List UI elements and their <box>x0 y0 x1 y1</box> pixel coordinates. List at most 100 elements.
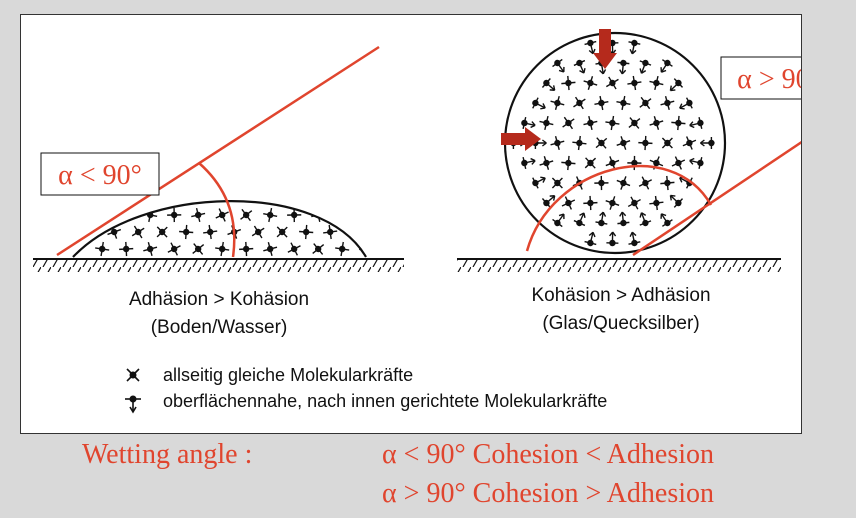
molecule <box>584 116 598 130</box>
molecule <box>650 76 664 90</box>
molecule <box>562 197 575 210</box>
molecule <box>650 116 664 130</box>
molecule <box>179 225 193 239</box>
surface-molecule <box>551 57 569 76</box>
left-droplet-molecules <box>83 208 373 256</box>
molecule <box>313 244 324 255</box>
molecule <box>616 96 630 110</box>
surface-molecule <box>688 155 705 170</box>
molecule <box>594 176 608 190</box>
molecule <box>627 76 641 90</box>
right-angle-box: α > 90° <box>721 57 801 99</box>
left-caption-line1: Adhäsion > Kohäsion <box>129 289 309 310</box>
right-ground <box>457 259 781 272</box>
surface-molecule <box>656 211 674 229</box>
molecule <box>583 196 597 210</box>
molecule <box>573 97 585 109</box>
surface-molecule <box>530 173 548 190</box>
molecule <box>215 242 229 256</box>
molecule <box>617 176 630 189</box>
molecule <box>167 208 181 222</box>
molecule <box>277 227 287 237</box>
down-force-molecule-icon <box>125 396 141 413</box>
molecule <box>239 242 253 256</box>
surface-molecule <box>626 39 640 55</box>
surface-molecule <box>520 116 536 131</box>
molecule <box>628 197 640 209</box>
molecule <box>563 117 575 129</box>
surface-molecule <box>636 58 652 76</box>
surface-molecule <box>584 231 599 248</box>
surface-molecule <box>666 76 685 94</box>
surface-molecule <box>573 211 590 229</box>
molecule <box>617 136 630 149</box>
molecule <box>157 227 167 237</box>
surface-molecule <box>626 231 640 247</box>
molecule <box>216 209 229 222</box>
wetting-rule-line1: α < 90° Cohesion < Adhesion <box>382 439 714 471</box>
left-angle-box: α < 90° <box>41 153 159 195</box>
molecule <box>683 136 696 149</box>
right-angle-arc <box>527 166 711 251</box>
surface-molecule <box>666 191 685 209</box>
molecule <box>336 209 349 222</box>
molecule <box>649 196 663 210</box>
right-angle-label: α > 90° <box>737 64 801 95</box>
molecule <box>638 136 652 150</box>
surface-molecule <box>636 211 652 229</box>
surface-molecule <box>700 137 714 149</box>
molecule <box>671 116 685 130</box>
molecule <box>596 138 607 149</box>
molecule <box>551 136 565 150</box>
left-ground <box>33 259 404 272</box>
molecule <box>640 97 651 108</box>
molecule <box>606 196 619 209</box>
wetting-diagram: α < 90° α > 90° Adhäsion > Kohäsion (Bod… <box>21 15 801 433</box>
molecule <box>132 226 144 238</box>
molecule <box>606 77 618 89</box>
molecule <box>551 96 565 110</box>
molecule <box>263 208 277 222</box>
molecule <box>572 136 586 150</box>
surface-molecule <box>530 96 548 113</box>
right-ball-molecules <box>510 38 714 247</box>
surface-molecule <box>520 155 536 170</box>
left-angle-arc <box>199 163 234 257</box>
molecule <box>561 76 575 90</box>
molecule <box>191 208 205 222</box>
legend-item-1: allseitig gleiche Molekularkräfte <box>127 365 413 385</box>
surface-molecule <box>677 96 695 113</box>
molecule <box>95 242 109 256</box>
surface-molecule <box>606 232 618 247</box>
right-caption-line2: (Glas/Quecksilber) <box>542 313 699 334</box>
molecule <box>361 209 372 220</box>
diagram-panel: α < 90° α > 90° Adhäsion > Kohäsion (Bod… <box>20 14 802 434</box>
legend-item-2-text: oberflächennahe, nach innen gerichtete M… <box>163 391 607 411</box>
surface-molecule <box>584 38 599 55</box>
molecule <box>594 96 608 110</box>
molecule <box>241 209 252 220</box>
molecule <box>168 243 181 256</box>
legend-item-1-text: allseitig gleiche Molekularkräfte <box>163 365 413 385</box>
molecule <box>299 225 313 239</box>
star-molecule-icon <box>127 369 139 381</box>
molecule <box>96 209 109 222</box>
surface-molecule <box>616 59 629 74</box>
molecule <box>661 96 675 110</box>
molecule <box>540 156 554 170</box>
molecule <box>193 244 204 255</box>
molecule <box>660 176 674 190</box>
molecule <box>561 156 575 170</box>
surface-molecule <box>551 211 569 230</box>
molecule <box>552 178 562 188</box>
left-angle-label: α < 90° <box>58 160 142 191</box>
surface-molecule <box>688 116 705 131</box>
surface-molecule <box>656 57 674 75</box>
molecule <box>672 157 685 170</box>
molecule <box>263 242 277 256</box>
molecule <box>639 177 652 190</box>
molecule <box>629 118 640 129</box>
surface-molecule <box>540 76 559 94</box>
molecule <box>584 76 598 90</box>
molecule <box>252 226 264 238</box>
